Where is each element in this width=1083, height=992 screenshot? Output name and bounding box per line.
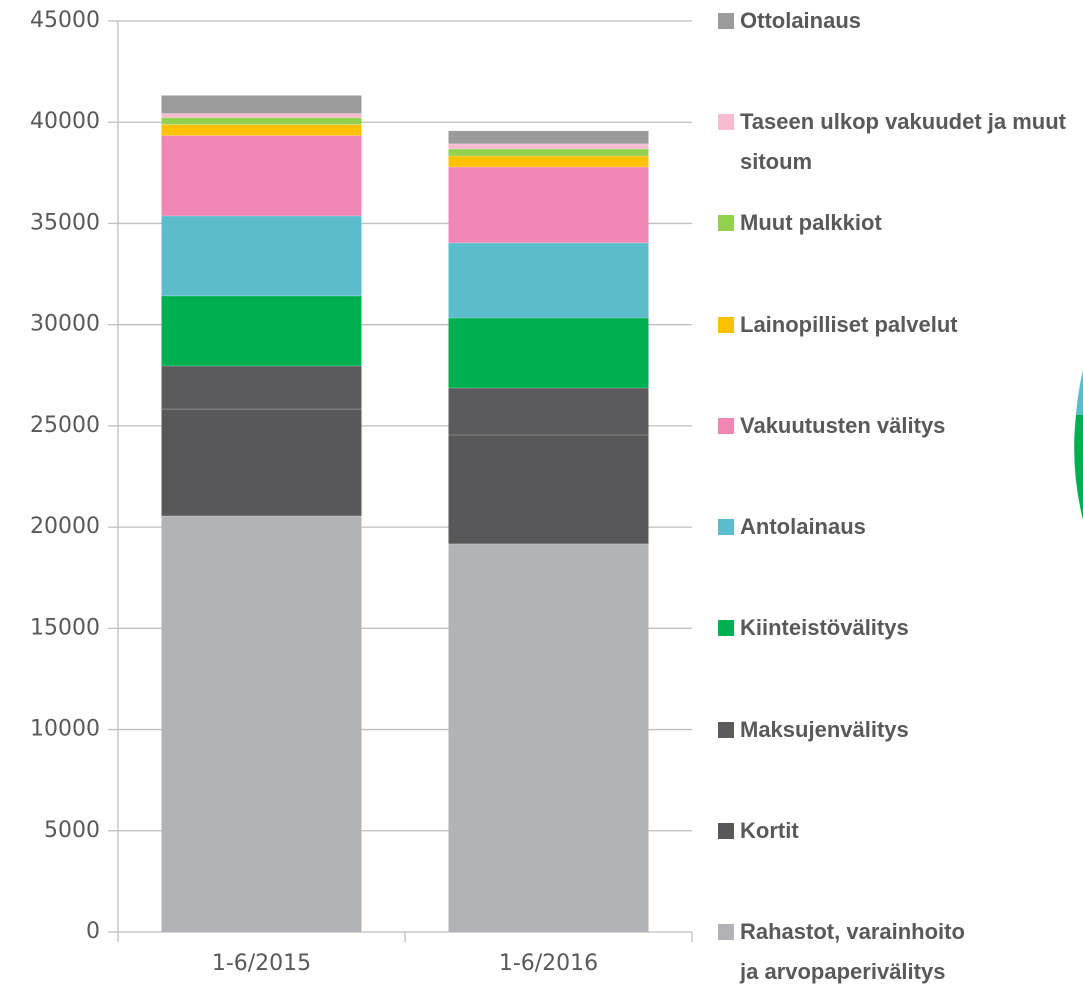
legend-label: Muut palkkiot (740, 210, 882, 236)
legend-swatch (718, 13, 734, 29)
legend-item: Lainopilliset palvelut (718, 305, 1078, 345)
legend-item: Ottolainaus (718, 1, 1078, 41)
legend-item: Antolainaus (718, 507, 1078, 547)
legend-swatch (718, 417, 734, 434)
legend-label: Kortit (740, 817, 799, 843)
y-tick-label: 5000 (44, 818, 100, 843)
bar-segment (448, 317, 649, 389)
bar-segment (161, 215, 362, 296)
pie-fragment (1074, 415, 1083, 520)
legend-swatch (718, 215, 734, 232)
y-tick-label: 20000 (30, 514, 100, 539)
legend-swatch (718, 822, 734, 839)
y-tick-label: 15000 (30, 615, 100, 640)
bar-segment (448, 148, 649, 157)
bar-segment (448, 166, 649, 243)
legend-label: Maksujenvälitys (740, 716, 909, 742)
bar-segment (448, 242, 649, 318)
legend-item: Vakuutusten välitys (718, 406, 1078, 446)
y-tick-label: 10000 (30, 717, 100, 742)
bar-segment (161, 515, 362, 932)
legend-label: Kiinteistövälitys (740, 615, 909, 641)
legend-item: Maksujenvälitys (718, 710, 1078, 750)
x-tick-label: 1-6/2016 (499, 951, 598, 976)
y-tick-label: 25000 (30, 413, 100, 438)
legend-item: Taseen ulkop vakuudet ja muut sitoum (718, 102, 1078, 182)
legend-item: Kortit (718, 811, 1078, 851)
legend-swatch (718, 316, 734, 333)
bar-segment (161, 135, 362, 216)
bar-segment (448, 143, 649, 149)
x-tick-label: 1-6/2015 (212, 951, 311, 976)
bar-segment (448, 434, 649, 544)
legend-label: Taseen ulkop vakuudet ja muut sitoum (740, 109, 1066, 175)
bar-segment (448, 130, 649, 144)
bar-segment (448, 388, 649, 435)
bar-segment (161, 365, 362, 410)
y-tick-label: 45000 (30, 8, 100, 33)
legend-swatch (718, 721, 734, 738)
y-tick-label: 40000 (30, 109, 100, 134)
legend-label: Ottolainaus (740, 8, 862, 33)
legend-label: Rahastot, varainhoito ja arvopaperivälit… (740, 919, 965, 984)
bar-segment (161, 113, 362, 118)
legend-item: Rahastot, varainhoito ja arvopaperivälit… (718, 912, 1078, 992)
bar-segment (161, 124, 362, 136)
legend-swatch (718, 114, 734, 131)
legend-label: Vakuutusten välitys (740, 412, 946, 438)
y-tick-label: 0 (86, 919, 100, 944)
bar-segment (161, 95, 362, 114)
legend-item: Kiinteistövälitys (718, 608, 1078, 648)
bar-segment (161, 295, 362, 366)
bar-segment (448, 543, 649, 932)
legend-label: Antolainaus (740, 514, 866, 540)
legend-item: Muut palkkiot (718, 203, 1078, 243)
legend-swatch (718, 924, 734, 940)
legend-swatch (718, 620, 734, 637)
bar-segment (161, 117, 362, 125)
legend-swatch (718, 519, 734, 536)
y-tick-label: 30000 (30, 312, 100, 337)
pie-fragment (1076, 370, 1083, 415)
bar-segment (448, 156, 649, 167)
y-tick-label: 35000 (30, 210, 100, 235)
legend-label: Lainopilliset palvelut (740, 311, 958, 337)
bar-segment (161, 409, 362, 516)
